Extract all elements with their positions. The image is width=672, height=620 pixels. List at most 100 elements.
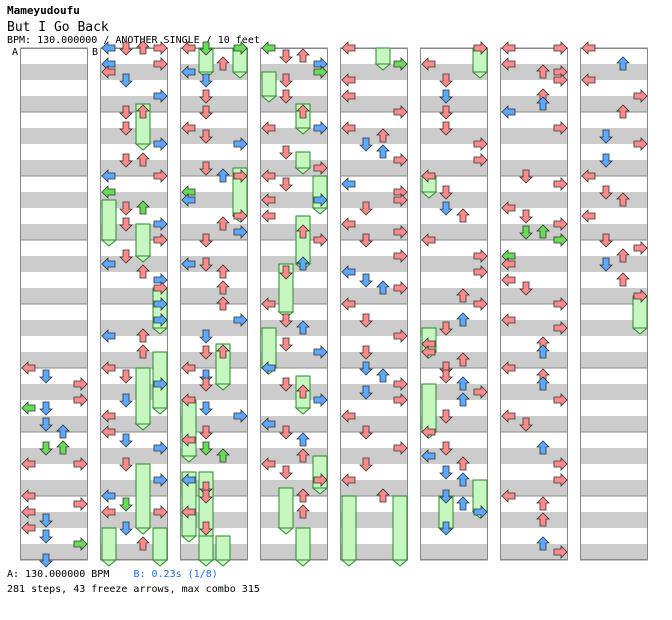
marker-a: A [12, 47, 19, 58]
step-arrow-down [599, 185, 613, 200]
freeze-arrow-up [135, 367, 151, 425]
step-arrow-right [153, 217, 168, 231]
step-arrow-right [313, 193, 328, 207]
step-arrow-down [599, 153, 613, 168]
freeze-end [277, 527, 295, 535]
step-arrow-right [393, 249, 408, 263]
step-arrow-left [21, 505, 36, 519]
freeze-end [294, 127, 312, 135]
beat-band [100, 96, 168, 112]
freeze-arrow-up [135, 223, 151, 257]
step-arrow-right [153, 377, 168, 391]
step-arrow-up [216, 56, 230, 71]
step-arrow-up [456, 496, 470, 511]
step-arrow-up [296, 256, 310, 271]
step-arrow-left [581, 73, 596, 87]
beat-band [260, 256, 328, 272]
beat-band [20, 160, 88, 176]
step-arrow-up [216, 296, 230, 311]
step-arrow-right [633, 89, 648, 103]
beat-band [340, 544, 408, 560]
step-arrow-up [536, 64, 550, 79]
step-arrow-up [216, 216, 230, 231]
step-arrow-right [473, 41, 488, 55]
beat-band [580, 128, 648, 144]
step-arrow-up [456, 376, 470, 391]
step-arrow-up [136, 328, 150, 343]
beat-band [580, 512, 648, 528]
beat-band [500, 224, 568, 240]
step-arrow-down [439, 121, 453, 136]
step-arrow-right [473, 265, 488, 279]
step-arrow-left [421, 57, 436, 71]
freeze-end [100, 239, 118, 247]
step-arrow-left [501, 273, 516, 287]
step-arrow-down [39, 369, 53, 384]
freeze-arrow-up [295, 151, 311, 169]
step-arrow-left [341, 121, 356, 135]
step-arrow-down [199, 401, 213, 416]
step-arrow-right [553, 297, 568, 311]
step-arrow-up [296, 48, 310, 63]
step-arrow-right [233, 225, 248, 239]
step-arrow-right [393, 193, 408, 207]
beat-band [340, 128, 408, 144]
step-arrow-down [599, 233, 613, 248]
column-frame [260, 48, 328, 560]
step-arrow-down [199, 41, 213, 56]
step-arrow-up [136, 536, 150, 551]
step-arrow-up [456, 456, 470, 471]
step-arrow-down [119, 249, 133, 264]
step-arrow-right [393, 393, 408, 407]
beat-band [260, 512, 328, 528]
beat-band [420, 480, 488, 496]
step-arrow-down [279, 89, 293, 104]
beat-band [180, 384, 248, 400]
step-arrow-right [153, 57, 168, 71]
beat-band [500, 480, 568, 496]
beat-band [20, 416, 88, 432]
beat-band [180, 96, 248, 112]
step-arrow-right [313, 345, 328, 359]
step-arrow-right [473, 505, 488, 519]
beat-band [580, 384, 648, 400]
step-arrow-down [599, 257, 613, 272]
beat-band [20, 288, 88, 304]
step-arrow-right [553, 233, 568, 247]
beat-band [340, 448, 408, 464]
step-arrow-left [261, 121, 276, 135]
step-arrow-left [341, 217, 356, 231]
step-arrow-left [341, 473, 356, 487]
step-arrow-left [101, 65, 116, 79]
step-arrow-up [616, 272, 630, 287]
step-arrow-down [359, 457, 373, 472]
beat-band [180, 448, 248, 464]
freeze-arrow-left [261, 71, 277, 97]
step-arrow-down [279, 465, 293, 480]
step-arrow-up [616, 248, 630, 263]
beat-band [100, 480, 168, 496]
step-arrow-up [136, 264, 150, 279]
step-arrow-down [119, 369, 133, 384]
step-arrow-right [313, 121, 328, 135]
step-arrow-down [279, 265, 293, 280]
beat-band [260, 64, 328, 80]
step-arrow-left [21, 489, 36, 503]
step-arrow-left [501, 313, 516, 327]
beat-band [180, 192, 248, 208]
step-arrow-up [216, 280, 230, 295]
step-arrow-right [473, 385, 488, 399]
step-arrow-down [279, 425, 293, 440]
beat-band [20, 64, 88, 80]
step-arrow-down [39, 513, 53, 528]
beat-band [340, 256, 408, 272]
beat-band [180, 64, 248, 80]
beat-band [580, 96, 648, 112]
step-arrow-right [313, 233, 328, 247]
freeze-arrow-right [632, 295, 648, 329]
step-arrow-right [393, 441, 408, 455]
beat-band [420, 64, 488, 80]
step-arrow-right [73, 497, 88, 511]
step-arrow-right [153, 89, 168, 103]
step-arrow-left [341, 73, 356, 87]
